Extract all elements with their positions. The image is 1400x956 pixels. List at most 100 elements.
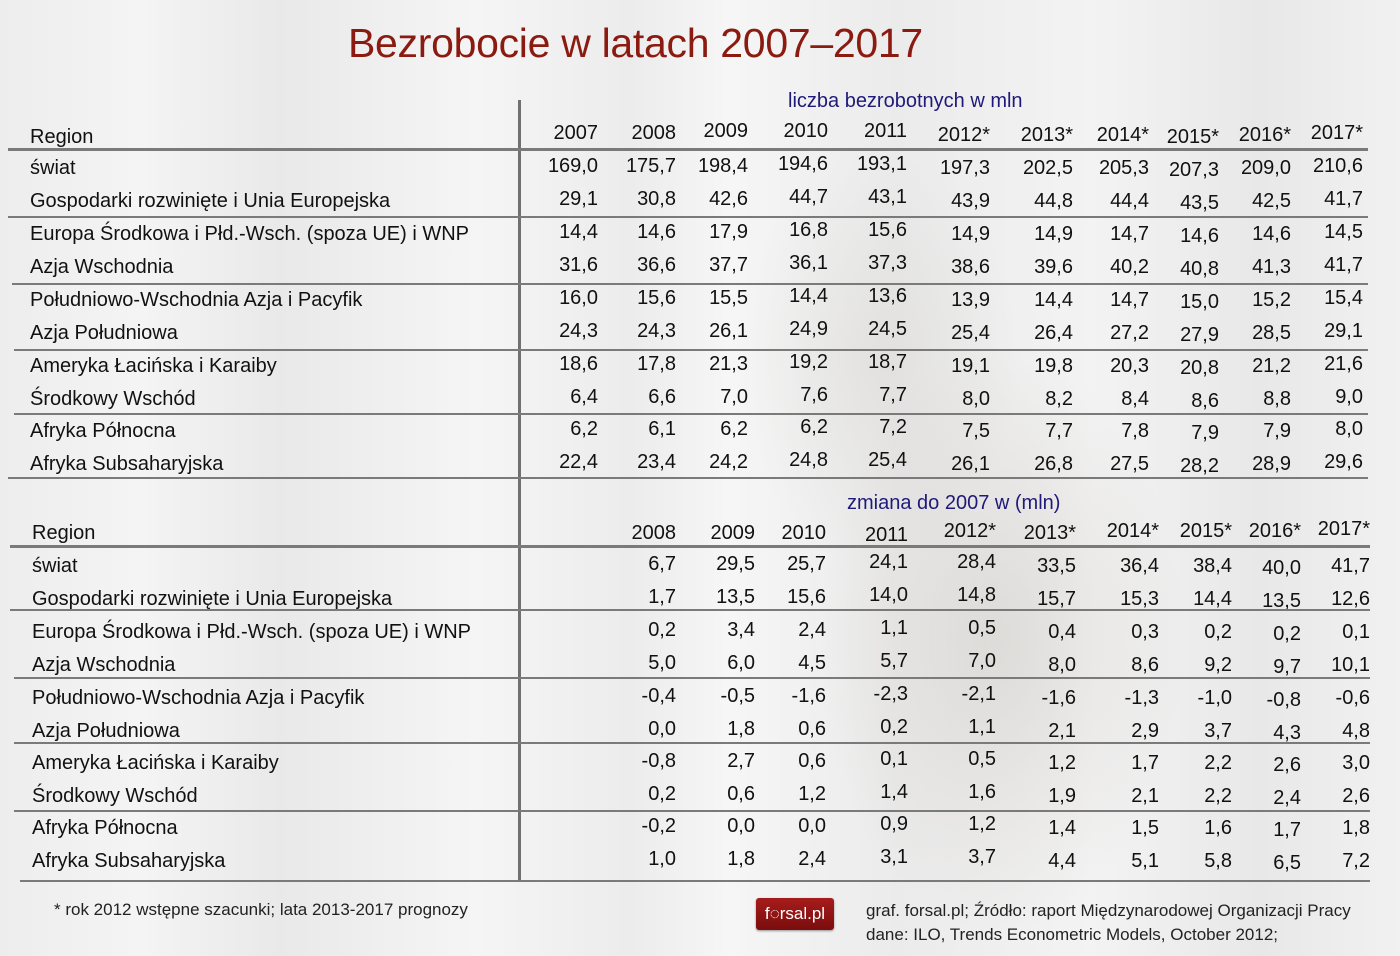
value-cell: 2,6 [1342,785,1370,807]
value-cell: 21,3 [709,353,748,375]
value-cell: 7,6 [800,384,828,406]
value-cell: 13,5 [1262,590,1301,612]
value-cell: 29,5 [716,553,755,575]
value-cell: 44,4 [1110,190,1149,212]
value-cell: 28,9 [1252,453,1291,475]
value-cell: 0,0 [798,815,826,837]
value-cell: 8,0 [1335,418,1363,440]
divider [14,810,1370,812]
value-cell: 0,2 [648,783,676,805]
value-cell: 36,1 [789,252,828,274]
value-cell: 202,5 [1022,157,1073,179]
table1-year-header: 2008 [631,122,677,144]
value-cell: 7,2 [1342,850,1370,872]
table2-year-header: 2009 [710,522,756,544]
value-cell: 6,4 [570,386,598,408]
table2-bottom-rule [20,880,1370,882]
value-cell: 2,6 [1273,754,1301,776]
value-cell: 8,4 [1121,388,1149,410]
table2-year-header: 2011 [864,524,908,546]
value-cell: 0,2 [1204,621,1232,643]
value-cell: 0,4 [1048,621,1076,643]
region-label: Ameryka Łacińska i Karaiby [32,752,279,774]
value-cell: 26,1 [951,453,990,475]
value-cell: -0,4 [641,685,676,707]
divider [14,349,1368,351]
value-cell: 8,0 [962,388,990,410]
value-cell: 36,4 [1120,555,1159,577]
value-cell: 43,5 [1180,192,1219,214]
footnote: * rok 2012 wstępne szacunki; lata 2013-2… [54,900,468,919]
value-cell: 24,5 [868,318,907,340]
value-cell: 26,4 [1034,322,1073,344]
table1-region-header: Region [30,126,94,148]
value-cell: -1,6 [1041,687,1076,709]
value-cell: 0,2 [880,716,908,738]
value-cell: 24,3 [559,320,598,342]
table2-year-header: 2016* [1248,520,1301,542]
value-cell: 9,0 [1335,386,1363,408]
value-cell: 28,4 [957,551,996,573]
value-cell: 0,3 [1131,621,1159,643]
value-cell: 6,2 [570,418,598,440]
value-cell: 1,7 [648,586,676,608]
divider [14,742,1370,744]
divider [14,677,1370,679]
table2-year-header: 2017* [1317,518,1370,540]
table1-year-header: 2017* [1310,122,1363,144]
value-cell: 26,8 [1034,453,1073,475]
value-cell: 40,2 [1110,256,1149,278]
value-cell: 1,2 [798,783,826,805]
value-cell: 2,9 [1131,720,1159,742]
value-cell: 15,0 [1180,291,1219,313]
value-cell: 3,0 [1342,752,1370,774]
divider [8,477,1368,479]
value-cell: 36,6 [637,254,676,276]
value-cell: 6,0 [727,652,755,674]
value-cell: 207,3 [1168,159,1219,181]
value-cell: 38,6 [951,256,990,278]
value-cell: 22,4 [559,451,598,473]
value-cell: 7,7 [879,384,907,406]
value-cell: 44,7 [789,186,828,208]
table1-year-header: 2010 [783,120,829,142]
value-cell: 7,7 [1045,420,1073,442]
value-cell: -0,2 [641,815,676,837]
value-cell: 26,1 [709,320,748,342]
region-label: Azja Południowa [32,720,180,742]
value-cell: 6,5 [1273,852,1301,874]
value-cell: 198,4 [697,155,748,177]
value-cell: 197,3 [939,157,990,179]
value-cell: 1,1 [968,716,996,738]
value-cell: 14,4 [1193,588,1232,610]
value-cell: 41,7 [1331,555,1370,577]
value-cell: 15,6 [868,219,907,241]
value-cell: 14,6 [1180,225,1219,247]
value-cell: 6,2 [800,416,828,438]
value-cell: 42,6 [709,188,748,210]
value-cell: 14,6 [1252,223,1291,245]
value-cell: 8,2 [1045,388,1073,410]
value-cell: 3,7 [1204,720,1232,742]
value-cell: 27,9 [1180,324,1219,346]
value-cell: 13,5 [716,586,755,608]
value-cell: 24,3 [637,320,676,342]
table1-subtitle: liczba bezrobotnych w mln [788,90,1023,112]
value-cell: 31,6 [559,254,598,276]
value-cell: 2,4 [1273,787,1301,809]
value-cell: 175,7 [625,155,676,177]
value-cell: 3,1 [880,846,908,868]
value-cell: 30,8 [637,188,676,210]
value-cell: 20,8 [1180,357,1219,379]
forsal-logo[interactable]: f◌rsal.pl [756,898,834,930]
table1-year-header: 2013* [1020,124,1073,146]
value-cell: 5,7 [880,650,908,672]
value-cell: 1,4 [1048,817,1076,839]
value-cell: 15,2 [1252,289,1291,311]
table1-year-header: 2014* [1096,124,1149,146]
value-cell: 209,0 [1240,157,1291,179]
value-cell: 24,1 [869,551,908,573]
region-label: Azja Południowa [30,322,178,344]
value-cell: 0,0 [727,815,755,837]
value-cell: 25,7 [787,553,826,575]
